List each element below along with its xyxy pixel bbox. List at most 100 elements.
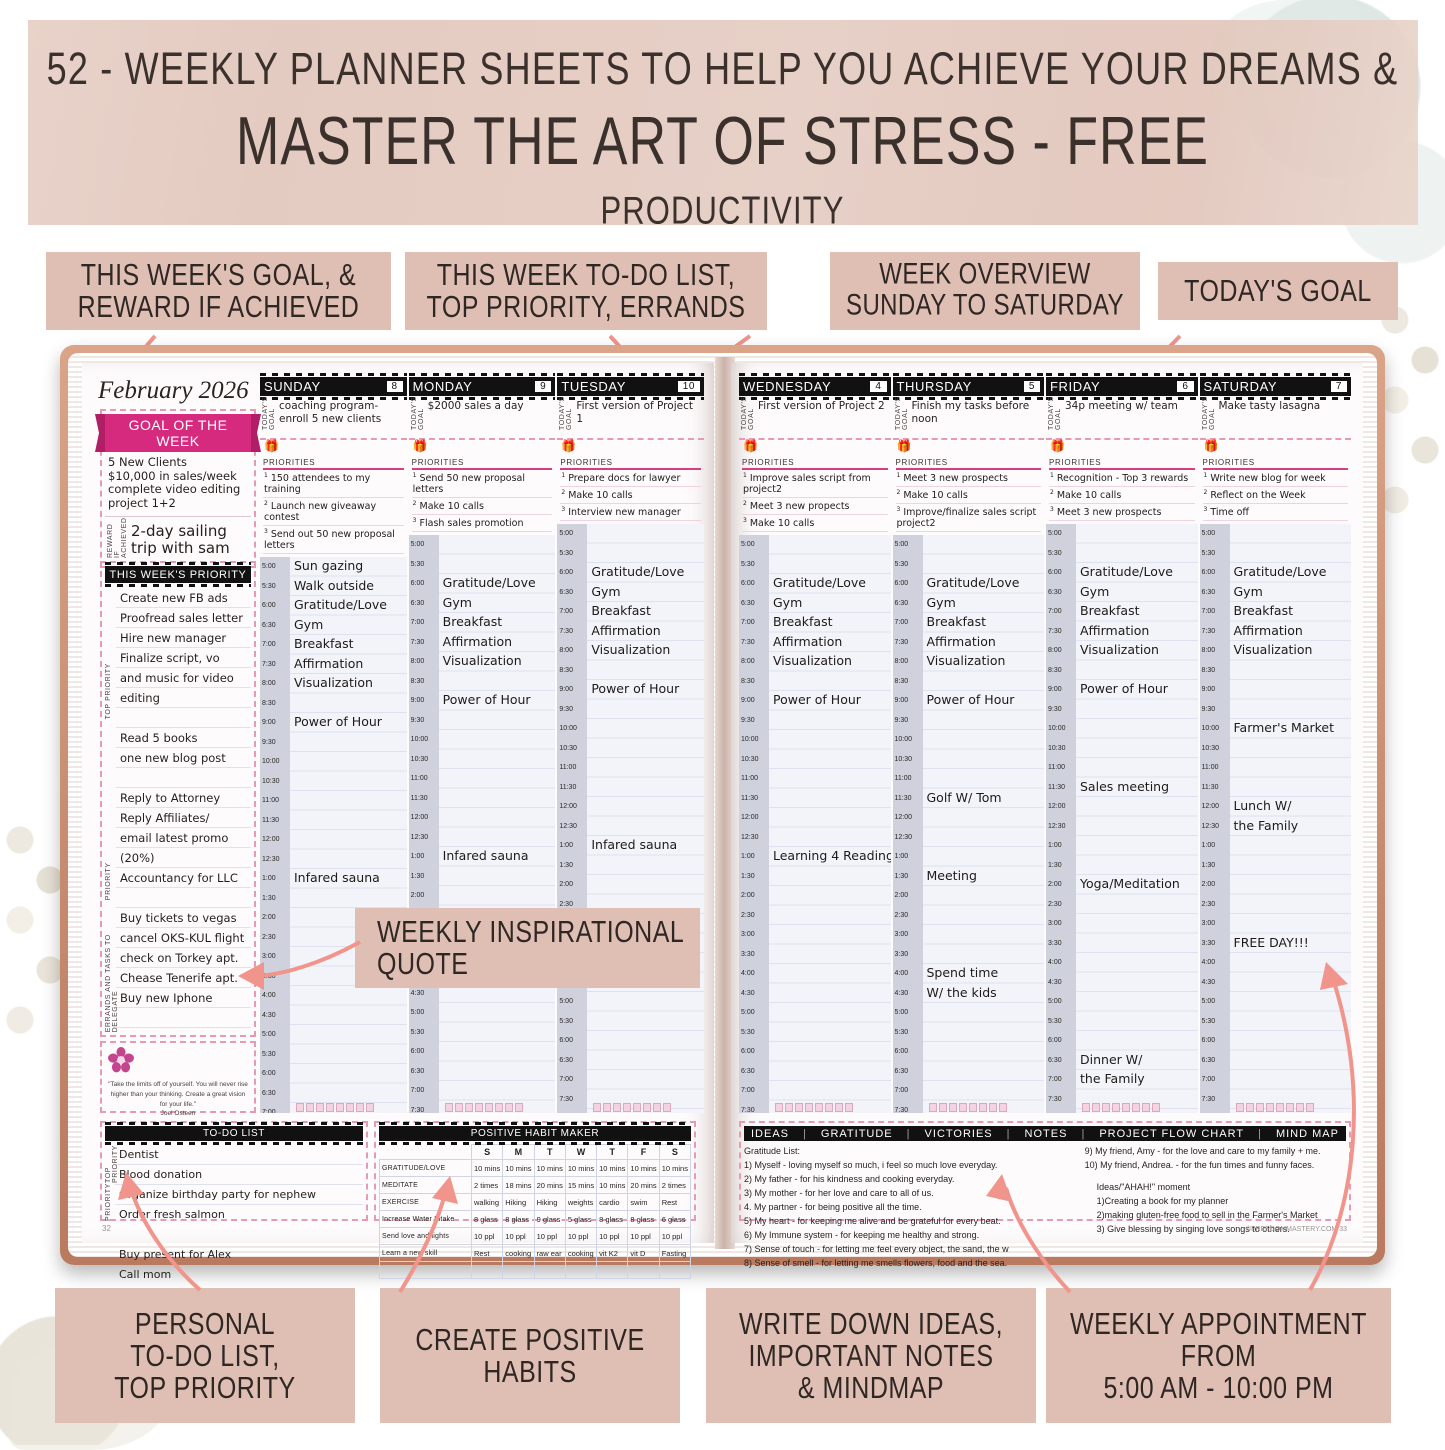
water-cup-icon[interactable]: [484, 1103, 493, 1112]
schedule-event[interactable]: Power of Hour: [442, 692, 531, 708]
schedule-entries[interactable]: Gratitude/Love Gym Breakfast Affirmation Vis…: [1076, 524, 1198, 1113]
habit-cell[interactable]: Fasting: [658, 1244, 692, 1262]
todo-item[interactable]: Order fresh salmon: [119, 1208, 225, 1221]
habit-cell[interactable]: raw ear: [533, 1244, 566, 1262]
schedule-event[interactable]: Breakfast: [926, 614, 987, 630]
schedule-event[interactable]: Affirmation: [1233, 622, 1303, 638]
schedule-event[interactable]: Visualization: [294, 675, 373, 691]
todays-goal-text[interactable]: First version of Project 1: [576, 400, 693, 425]
priority-item[interactable]: 3 Make 10 calls: [742, 515, 888, 533]
todays-goal-text[interactable]: Make tasty lasagna: [1218, 400, 1321, 412]
schedule-entries[interactable]: Gratitude/Love Gym Breakfast Affirmation Vis…: [769, 535, 891, 1113]
schedule-event[interactable]: Infared sauna: [591, 837, 678, 853]
schedule-event[interactable]: Gratitude/Love: [1080, 564, 1173, 580]
habit-cell[interactable]: 10 mins: [627, 1159, 660, 1177]
water-cup-icon[interactable]: [1092, 1103, 1100, 1112]
wp-item[interactable]: Read 5 books: [120, 731, 198, 745]
water-cup-icon[interactable]: [785, 1103, 793, 1112]
water-cup-icon[interactable]: [1122, 1103, 1130, 1112]
water-cup-icon[interactable]: [316, 1103, 324, 1112]
schedule-event[interactable]: Gym: [773, 594, 803, 610]
priority-item[interactable]: 1 Meet 3 new prospects: [895, 470, 1041, 488]
water-cup-icon[interactable]: [494, 1103, 503, 1112]
habit-cell[interactable]: 15 mins: [564, 1176, 598, 1194]
schedule-event[interactable]: Breakfast: [294, 636, 354, 652]
water-cup-icon[interactable]: [1285, 1103, 1294, 1112]
wp-item[interactable]: editing: [120, 691, 160, 705]
water-tracker[interactable]: [444, 1103, 523, 1112]
water-tracker[interactable]: [1235, 1103, 1314, 1112]
habit-cell[interactable]: 10 ppl: [596, 1227, 629, 1245]
habit-cell[interactable]: Rest: [470, 1244, 504, 1262]
schedule-event[interactable]: Visualization: [926, 653, 1006, 669]
schedule-event[interactable]: Infared sauna: [294, 870, 380, 886]
schedule-entries[interactable]: Gratitude/Love Gym Breakfast Affirmation Vis…: [1229, 524, 1351, 1113]
schedule-event[interactable]: Golf W/ Tom: [926, 789, 1002, 805]
habit-cell[interactable]: 10 ppl: [533, 1227, 566, 1245]
water-cup-icon[interactable]: [1265, 1103, 1274, 1112]
water-cup-icon[interactable]: [623, 1103, 632, 1112]
water-cup-icon[interactable]: [1295, 1103, 1304, 1112]
todo-item[interactable]: Buy present for Alex: [119, 1248, 232, 1261]
water-cup-icon[interactable]: [346, 1103, 354, 1112]
water-cup-icon[interactable]: [958, 1103, 967, 1112]
water-cup-icon[interactable]: [998, 1103, 1007, 1112]
water-cup-icon[interactable]: [504, 1103, 513, 1112]
todo-item[interactable]: Call mom: [119, 1268, 172, 1281]
water-cup-icon[interactable]: [1112, 1103, 1120, 1112]
schedule-event[interactable]: the Family: [1080, 1071, 1145, 1087]
habit-cell[interactable]: 8 glass: [627, 1210, 660, 1228]
water-cup-icon[interactable]: [603, 1103, 612, 1112]
wp-item[interactable]: Finalize script, vo: [120, 651, 220, 665]
schedule-event[interactable]: Visualization: [773, 653, 852, 669]
schedule-event[interactable]: Gym: [591, 583, 621, 599]
schedule-event[interactable]: Infared sauna: [442, 848, 529, 864]
priority-item[interactable]: 3 Meet 3 new prospects: [1049, 504, 1195, 522]
water-cup-icon[interactable]: [1255, 1103, 1264, 1112]
schedule-event[interactable]: Gratitude/Love: [926, 575, 1020, 591]
habit-cell[interactable]: swim: [627, 1193, 660, 1211]
water-cup-icon[interactable]: [978, 1103, 987, 1112]
schedule-event[interactable]: Sun gazing: [294, 558, 364, 574]
water-cup-icon[interactable]: [474, 1103, 483, 1112]
schedule-event[interactable]: Gratitude/Love: [294, 597, 387, 613]
water-cup-icon[interactable]: [633, 1103, 642, 1112]
todo-item[interactable]: Dentist: [119, 1148, 159, 1161]
schedule-event[interactable]: Gym: [1080, 583, 1110, 599]
habit-cell[interactable]: 2 times: [470, 1176, 504, 1194]
priority-item[interactable]: 1 Send 50 new proposal letters: [411, 470, 553, 499]
wp-item[interactable]: one new blog post: [120, 751, 226, 765]
water-cup-icon[interactable]: [663, 1103, 672, 1112]
schedule-event[interactable]: Gratitude/Love: [1233, 564, 1327, 580]
schedule-event[interactable]: Visualization: [591, 642, 671, 658]
water-tracker[interactable]: [1082, 1103, 1160, 1112]
schedule-event[interactable]: Affirmation: [926, 633, 996, 649]
water-cup-icon[interactable]: [336, 1103, 344, 1112]
schedule-event[interactable]: Farmer's Market: [1233, 720, 1335, 736]
water-cup-icon[interactable]: [775, 1103, 783, 1112]
water-cup-icon[interactable]: [464, 1103, 473, 1112]
habit-cell[interactable]: [627, 1261, 660, 1279]
todo-item[interactable]: Organize birthday party for nephew: [119, 1188, 316, 1201]
wp-item[interactable]: cancel OKS-KUL flight: [120, 931, 245, 945]
priority-item[interactable]: 3 Improve/finalize sales script project2: [895, 504, 1041, 533]
water-cup-icon[interactable]: [1082, 1103, 1090, 1112]
schedule-entries[interactable]: Gratitude/Love Gym Breakfast Affirmation Vis…: [922, 535, 1044, 1113]
water-cup-icon[interactable]: [326, 1103, 334, 1112]
habit-cell[interactable]: [596, 1261, 629, 1279]
habit-cell[interactable]: walking: [470, 1193, 504, 1211]
todays-goal-text[interactable]: $2000 sales a day: [427, 400, 524, 412]
habit-cell[interactable]: 2 times: [658, 1176, 692, 1194]
water-tracker[interactable]: [775, 1103, 853, 1112]
water-cup-icon[interactable]: [825, 1103, 833, 1112]
habit-cell[interactable]: 10 mins: [658, 1159, 692, 1177]
habit-cell[interactable]: 10 ppl: [470, 1227, 504, 1245]
wp-item[interactable]: Create new FB ads: [120, 591, 228, 605]
water-cup-icon[interactable]: [1152, 1103, 1160, 1112]
wp-item[interactable]: Buy tickets to vegas: [120, 911, 237, 925]
schedule-event[interactable]: Affirmation: [591, 622, 661, 638]
schedule-event[interactable]: Power of Hour: [1080, 681, 1168, 697]
schedule-event[interactable]: Visualization: [1080, 642, 1159, 658]
todays-goal-text[interactable]: 34p meeting w/ team: [1065, 400, 1178, 412]
wp-item[interactable]: Accountancy for LLC: [120, 871, 238, 885]
